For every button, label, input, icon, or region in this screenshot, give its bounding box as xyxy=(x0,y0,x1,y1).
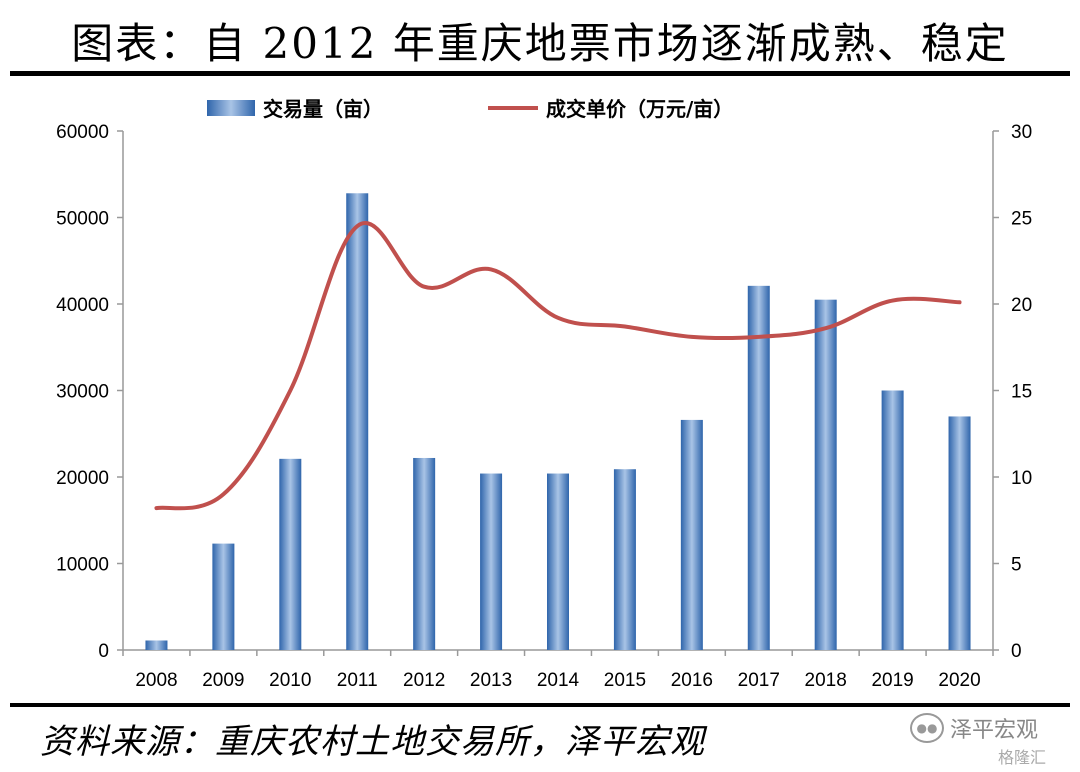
bar xyxy=(948,416,971,650)
x-tick-label: 2018 xyxy=(805,670,847,691)
y-left-tick-label: 0 xyxy=(98,641,109,662)
x-tick-label: 2011 xyxy=(337,670,378,691)
y-left-tick-label: 40000 xyxy=(56,295,109,316)
top-rule xyxy=(10,71,1070,76)
x-tick-label: 2014 xyxy=(537,670,580,691)
legend-line-label: 成交单价（万元/亩） xyxy=(546,97,733,121)
y-right-tick-label: 25 xyxy=(1011,209,1032,230)
y-left-tick-label: 50000 xyxy=(56,209,109,230)
x-tick-label: 2017 xyxy=(738,670,780,691)
legend: 交易量（亩） 成交单价（万元/亩） xyxy=(207,97,733,121)
x-tick-label: 2019 xyxy=(871,670,913,691)
line-series xyxy=(154,221,962,511)
y-left-tick-label: 60000 xyxy=(56,122,109,143)
bar xyxy=(212,543,235,650)
wechat-icon: ●● xyxy=(909,713,944,743)
watermark-brand: 泽平宏观 xyxy=(949,718,1038,743)
bar xyxy=(413,457,436,650)
watermark-site: 格隆汇 xyxy=(997,748,1046,767)
y-right-tick-label: 30 xyxy=(1011,122,1032,143)
x-tick-label: 2020 xyxy=(938,670,980,691)
source-note: 资料来源：重庆农村土地交易所，泽平宏观 xyxy=(40,722,705,762)
y-left-tick-label: 30000 xyxy=(56,382,109,403)
legend-bar-swatch xyxy=(207,100,255,116)
combo-chart: 交易量（亩） 成交单价（万元/亩） 0 10000 20000 30000 40000 5… xyxy=(56,97,1032,691)
bar xyxy=(613,469,636,650)
bar xyxy=(680,419,703,650)
chart-title: 图表：自 2012 年重庆地票市场逐渐成熟、稳定 xyxy=(71,19,1009,68)
x-tick-label: 2013 xyxy=(470,670,512,691)
x-tick-label: 2015 xyxy=(604,670,646,691)
x-tick-label: 2009 xyxy=(202,670,244,691)
axes: 0 10000 20000 30000 40000 50000 60000 0 5 10 15 20 2… xyxy=(56,122,1032,662)
x-tick-label: 2010 xyxy=(269,670,311,691)
legend-bar-label: 交易量（亩） xyxy=(263,97,383,121)
x-axis-labels: 2008 2009 2010 2011 2012 2013 2014 2015 2016 2017… xyxy=(135,670,980,691)
y-left-tick-label: 10000 xyxy=(56,555,109,576)
bar xyxy=(747,285,770,650)
watermark: ●● 泽平宏观 xyxy=(909,712,1038,744)
x-tick-label: 2016 xyxy=(671,670,713,691)
bottom-rule xyxy=(10,703,1070,707)
price-line xyxy=(154,221,962,511)
x-tick-label: 2008 xyxy=(135,670,177,691)
x-tick-label: 2012 xyxy=(403,670,445,691)
bar xyxy=(279,458,302,650)
y-right-tick-label: 20 xyxy=(1011,295,1032,316)
bar xyxy=(814,299,837,650)
bar xyxy=(881,390,904,650)
y-right-tick-label: 10 xyxy=(1011,468,1032,489)
y-right-tick-label: 5 xyxy=(1011,555,1022,576)
bar xyxy=(547,473,569,650)
y-left-tick-label: 20000 xyxy=(56,468,109,489)
y-right-tick-label: 15 xyxy=(1011,382,1032,403)
bar-series xyxy=(145,193,971,650)
bar xyxy=(480,473,503,650)
bar xyxy=(346,193,369,650)
bar xyxy=(145,640,168,650)
y-right-tick-label: 0 xyxy=(1011,641,1022,662)
